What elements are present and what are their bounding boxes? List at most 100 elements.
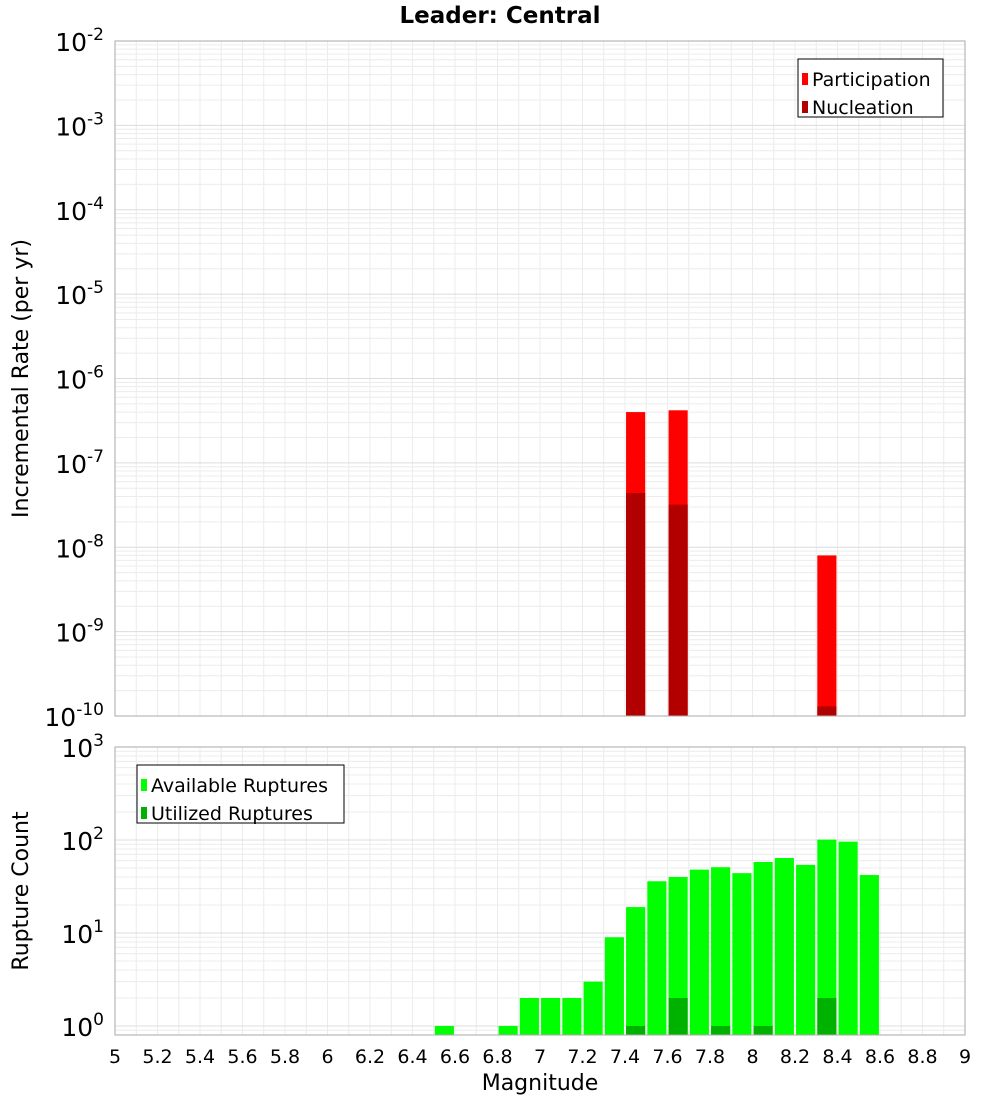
top-bar-nucleation xyxy=(626,492,646,716)
x-tick-label: 8 xyxy=(746,1046,758,1068)
y-tick-base: 10 xyxy=(61,827,93,856)
bottom-y-tick-label: 101 xyxy=(61,917,104,949)
x-tick-label: 5 xyxy=(109,1046,121,1068)
bottom-bar-available-ruptures xyxy=(626,907,646,1035)
x-tick-label: 9 xyxy=(959,1046,971,1068)
bottom-legend-label: Utilized Ruptures xyxy=(151,803,313,825)
y-tick-exponent: -8 xyxy=(87,531,104,551)
y-tick-exponent: -7 xyxy=(87,447,104,467)
top-legend-label: Nucleation xyxy=(812,97,914,119)
y-tick-base: 10 xyxy=(55,619,87,648)
top-legend-swatch-participation xyxy=(802,73,808,85)
y-tick-exponent: -3 xyxy=(87,109,104,129)
y-tick-exponent: 2 xyxy=(93,824,104,844)
y-tick-exponent: -4 xyxy=(87,194,104,214)
bottom-bar-available-ruptures xyxy=(583,981,603,1035)
y-tick-base: 10 xyxy=(61,734,93,763)
top-y-tick-label: 10-7 xyxy=(55,447,104,479)
y-tick-exponent: 3 xyxy=(93,731,104,751)
bottom-bar-available-ruptures xyxy=(519,997,539,1035)
y-tick-exponent: -6 xyxy=(87,363,104,383)
y-tick-base: 10 xyxy=(55,366,87,395)
bottom-bar-available-ruptures xyxy=(689,869,709,1035)
x-tick-label: 5.6 xyxy=(227,1046,257,1068)
y-tick-base: 10 xyxy=(55,281,87,310)
y-tick-base: 10 xyxy=(55,534,87,563)
bottom-y-tick-label: 100 xyxy=(61,1010,104,1042)
x-tick-label: 8.6 xyxy=(865,1046,895,1068)
bottom-y-tick-label: 102 xyxy=(61,824,104,856)
bottom-legend-box xyxy=(136,764,345,824)
top-y-tick-label: 10-10 xyxy=(44,700,104,732)
bottom-bar-utilized-ruptures xyxy=(817,997,837,1035)
bottom-bar-utilized-ruptures xyxy=(711,1025,731,1035)
x-tick-label: 5.4 xyxy=(185,1046,215,1068)
bottom-bar-available-ruptures xyxy=(541,997,561,1035)
y-tick-base: 10 xyxy=(61,1013,93,1042)
top-y-tick-label: 10-6 xyxy=(55,363,104,395)
x-tick-label: 5.2 xyxy=(142,1046,172,1068)
x-tick-label: 7.2 xyxy=(567,1046,597,1068)
top-bar-nucleation xyxy=(817,706,837,716)
top-bar-nucleation xyxy=(668,504,688,716)
bottom-bar-available-ruptures xyxy=(753,861,773,1035)
bottom-legend-swatch-available-ruptures xyxy=(141,779,147,791)
x-tick-label: 6 xyxy=(321,1046,333,1068)
x-tick-label: 6.6 xyxy=(440,1046,470,1068)
y-tick-base: 10 xyxy=(44,703,76,732)
y-tick-exponent: 1 xyxy=(93,917,104,937)
y-tick-base: 10 xyxy=(55,112,87,141)
x-tick-label: 8.8 xyxy=(907,1046,937,1068)
top-y-axis-label: Incremental Rate (per yr) xyxy=(9,239,34,518)
x-tick-label: 6.2 xyxy=(355,1046,385,1068)
bottom-y-axis-label: Rupture Count xyxy=(9,811,34,971)
top-legend-swatch-nucleation xyxy=(802,101,808,113)
x-tick-label: 7 xyxy=(534,1046,546,1068)
x-tick-label: 7.8 xyxy=(695,1046,725,1068)
y-tick-exponent: -2 xyxy=(87,25,104,45)
bottom-bar-available-ruptures xyxy=(604,937,624,1035)
top-y-tick-label: 10-4 xyxy=(55,194,104,226)
bottom-bar-available-ruptures xyxy=(711,867,731,1035)
bottom-bar-available-ruptures xyxy=(647,881,667,1035)
x-tick-label: 7.4 xyxy=(610,1046,640,1068)
y-tick-base: 10 xyxy=(61,920,93,949)
x-tick-label: 7.6 xyxy=(652,1046,682,1068)
top-y-tick-label: 10-9 xyxy=(55,616,104,648)
y-tick-exponent: -5 xyxy=(87,278,104,298)
top-legend-box xyxy=(797,58,944,118)
bottom-bar-available-ruptures xyxy=(562,997,582,1035)
bottom-legend-swatch-utilized-ruptures xyxy=(141,807,147,819)
top-y-tick-label: 10-8 xyxy=(55,531,104,563)
top-panel: 10-210-310-410-510-610-710-810-910-10Inc… xyxy=(9,25,966,732)
y-tick-base: 10 xyxy=(55,197,87,226)
top-y-tick-label: 10-2 xyxy=(55,25,104,57)
top-plot-border xyxy=(114,40,966,717)
x-tick-label: 6.4 xyxy=(397,1046,427,1068)
top-y-tick-label: 10-3 xyxy=(55,109,104,141)
chart-title: Leader: Central xyxy=(399,3,601,29)
top-y-tick-label: 10-5 xyxy=(55,278,104,310)
bottom-bar-available-ruptures xyxy=(668,877,688,1035)
y-tick-exponent: -10 xyxy=(76,700,104,720)
bottom-bar-available-ruptures xyxy=(796,864,816,1035)
bottom-bar-utilized-ruptures xyxy=(626,1025,646,1035)
y-tick-exponent: -9 xyxy=(87,616,104,636)
bottom-legend-label: Available Ruptures xyxy=(151,775,328,797)
top-legend-label: Participation xyxy=(812,69,931,91)
bottom-bar-available-ruptures xyxy=(774,858,794,1035)
x-tick-label: 8.2 xyxy=(780,1046,810,1068)
bottom-bar-utilized-ruptures xyxy=(753,1025,773,1035)
bottom-bar-available-ruptures xyxy=(434,1025,454,1035)
x-tick-label: 8.4 xyxy=(822,1046,852,1068)
y-tick-exponent: 0 xyxy=(93,1010,104,1030)
bottom-plot-border xyxy=(114,746,966,1036)
y-tick-base: 10 xyxy=(55,450,87,479)
top-bar-participation xyxy=(817,555,837,716)
bottom-bar-available-ruptures xyxy=(838,841,858,1035)
bottom-bar-available-ruptures xyxy=(498,1025,518,1035)
bottom-y-tick-label: 103 xyxy=(61,731,104,763)
x-axis-label: Magnitude xyxy=(482,1071,599,1096)
